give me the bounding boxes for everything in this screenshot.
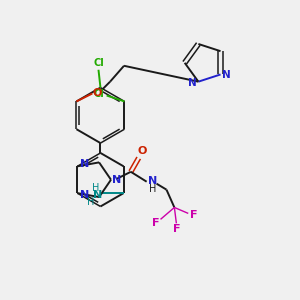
Text: O: O xyxy=(137,146,146,156)
Text: N: N xyxy=(222,70,231,80)
Text: Cl: Cl xyxy=(93,88,104,98)
Text: O: O xyxy=(93,88,102,98)
Text: F: F xyxy=(152,218,159,228)
Text: N: N xyxy=(188,78,197,88)
Text: H: H xyxy=(87,197,94,207)
Text: N: N xyxy=(80,190,89,200)
Text: N: N xyxy=(112,175,122,185)
Text: Cl: Cl xyxy=(93,58,104,68)
Text: N: N xyxy=(148,176,157,186)
Text: H: H xyxy=(149,184,156,194)
Text: N: N xyxy=(80,159,89,170)
Text: F: F xyxy=(190,210,198,220)
Text: H: H xyxy=(92,183,100,193)
Text: N: N xyxy=(93,190,103,200)
Text: F: F xyxy=(172,224,180,234)
